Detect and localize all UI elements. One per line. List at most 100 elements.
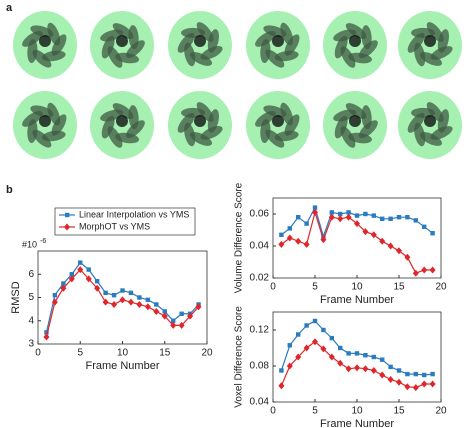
- shade: [101, 115, 115, 139]
- y-tick-label: 3: [28, 339, 34, 350]
- marker: [370, 367, 377, 374]
- marker: [170, 321, 177, 329]
- marker: [362, 228, 369, 236]
- rendering: [246, 11, 310, 79]
- marker: [405, 371, 410, 377]
- marker: [162, 309, 167, 314]
- marker: [362, 365, 369, 373]
- shade: [190, 52, 213, 66]
- rendering: [168, 91, 232, 159]
- marker: [85, 275, 92, 283]
- shade: [125, 40, 145, 59]
- marker: [354, 351, 360, 356]
- marker: [179, 311, 184, 316]
- core: [272, 115, 284, 127]
- marker: [77, 266, 84, 274]
- shade: [334, 35, 348, 59]
- core: [194, 115, 206, 127]
- shade: [430, 46, 453, 60]
- marker: [379, 371, 386, 379]
- rendering: [13, 91, 77, 159]
- marker: [396, 368, 402, 373]
- marker: [429, 266, 436, 274]
- shade: [207, 109, 219, 133]
- marker: [346, 210, 351, 215]
- shade: [407, 32, 425, 53]
- marker: [338, 211, 343, 217]
- shade: [47, 22, 61, 46]
- marker: [69, 272, 74, 277]
- marker: [320, 236, 327, 244]
- rendering: [323, 91, 387, 159]
- marker: [312, 318, 318, 324]
- marker: [303, 240, 310, 248]
- marker: [421, 266, 428, 274]
- y-tick-label: 6: [28, 269, 34, 280]
- marker: [61, 281, 66, 286]
- marker: [371, 213, 376, 218]
- x-axis-label: Frame Number: [86, 360, 160, 372]
- marker: [287, 226, 292, 231]
- marker: [413, 371, 418, 377]
- marker: [388, 364, 393, 370]
- shade: [345, 103, 367, 119]
- marker: [354, 213, 360, 218]
- core: [116, 35, 128, 47]
- marker: [295, 237, 302, 245]
- marker: [145, 297, 151, 303]
- shade: [112, 23, 134, 39]
- marker: [68, 275, 75, 283]
- marker: [312, 205, 318, 210]
- marker: [94, 279, 100, 284]
- marker: [412, 269, 419, 277]
- marker: [119, 296, 126, 304]
- shade: [51, 114, 67, 136]
- marker: [278, 382, 285, 390]
- x-tick-label: 10: [351, 282, 363, 293]
- rendering: [168, 11, 232, 79]
- marker: [422, 224, 427, 229]
- x-tick-label: 20: [435, 406, 447, 417]
- marker: [111, 292, 117, 298]
- y-axis-label: RMSD: [10, 281, 22, 313]
- shade: [32, 129, 52, 148]
- marker: [388, 216, 393, 221]
- shade: [284, 34, 300, 56]
- x-tick-label: 5: [77, 348, 83, 359]
- marker: [396, 215, 402, 220]
- shade: [190, 132, 213, 146]
- y-tick-label: 0.04: [250, 241, 270, 252]
- shade: [32, 49, 52, 68]
- shade: [128, 105, 139, 130]
- marker: [137, 295, 142, 300]
- marker: [430, 231, 435, 236]
- x-tick-label: 20: [201, 348, 213, 359]
- marker: [320, 345, 327, 353]
- marker: [153, 307, 160, 315]
- marker: [154, 302, 159, 307]
- marker: [312, 208, 318, 216]
- core: [349, 115, 361, 127]
- shade: [345, 23, 367, 39]
- core: [39, 35, 51, 47]
- core: [39, 115, 51, 127]
- marker: [405, 215, 410, 220]
- shade: [265, 49, 285, 68]
- marker: [396, 247, 402, 255]
- shade: [430, 126, 453, 140]
- shade: [284, 114, 300, 136]
- x-tick-label: 10: [117, 348, 129, 359]
- marker: [338, 345, 343, 351]
- marker: [86, 267, 91, 272]
- x-tick-label: 15: [393, 282, 405, 293]
- marker: [337, 359, 344, 367]
- marker: [404, 253, 411, 261]
- marker: [296, 332, 301, 337]
- shade: [177, 33, 195, 53]
- marker: [328, 353, 335, 361]
- core: [272, 35, 284, 47]
- marker: [329, 210, 334, 215]
- marker: [429, 380, 436, 388]
- rendering: [90, 91, 154, 159]
- marker: [363, 211, 368, 217]
